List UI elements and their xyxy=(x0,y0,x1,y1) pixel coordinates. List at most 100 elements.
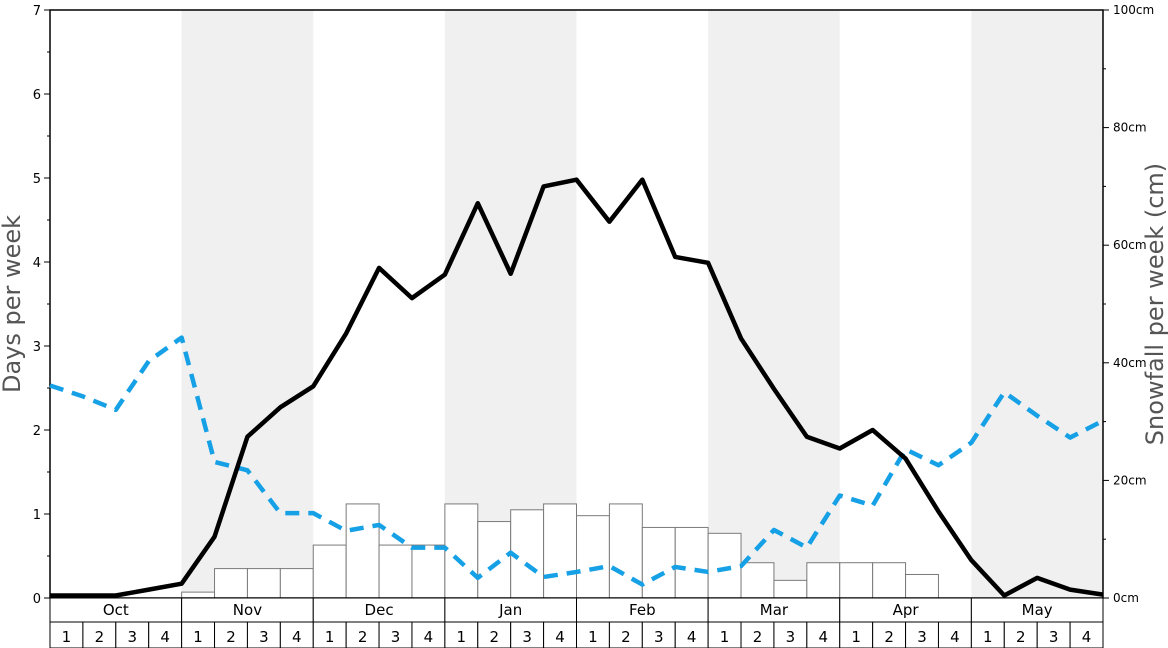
month-label-mar: Mar xyxy=(760,601,789,619)
left-tick-label: 1 xyxy=(33,508,41,523)
week-label: 3 xyxy=(522,628,532,646)
week-label: 2 xyxy=(489,628,499,646)
week-label: 1 xyxy=(193,628,203,646)
week-label: 3 xyxy=(1049,628,1059,646)
snowfall-bar xyxy=(378,544,413,599)
week-cell xyxy=(608,621,643,648)
snowfall-bar xyxy=(576,515,610,599)
month-shading xyxy=(181,10,1103,598)
month-label-oct: Oct xyxy=(103,601,129,619)
week-cell xyxy=(411,621,446,648)
week-label: 3 xyxy=(654,628,664,646)
week-cell xyxy=(1069,621,1104,648)
week-cell xyxy=(937,621,972,648)
snowfall-bar xyxy=(674,526,709,599)
week-label: 4 xyxy=(1082,628,1092,646)
right-tick-label: 100cm xyxy=(1113,3,1154,17)
month-shade-nov xyxy=(181,10,314,598)
week-label: 2 xyxy=(753,628,763,646)
week-label: 1 xyxy=(325,628,335,646)
week-label: 1 xyxy=(851,628,861,646)
week-label: 1 xyxy=(588,628,598,646)
week-axis: 1 2 3 4 1 2 3 4 1 2 3 4 1 2 3 4 1 2 3 4 1 2 3 4 1 2 3 4 1 2 3 4 xyxy=(49,621,1104,648)
week-label: 3 xyxy=(259,628,269,646)
snowfall-bar xyxy=(312,544,347,599)
week-label: 1 xyxy=(720,628,730,646)
week-cell xyxy=(477,621,512,648)
month-cell xyxy=(444,597,577,623)
week-label: 4 xyxy=(292,628,302,646)
week-label: 4 xyxy=(950,628,960,646)
week-cell xyxy=(246,621,281,648)
snowfall-bars xyxy=(181,503,939,599)
week-cell xyxy=(872,621,907,648)
month-cell xyxy=(970,597,1104,623)
week-label: 3 xyxy=(391,628,401,646)
left-tick-label: 7 xyxy=(33,4,41,19)
snowfall-bar xyxy=(181,591,216,599)
week-cell xyxy=(576,621,610,648)
week-cell xyxy=(510,621,545,648)
right-tick-label: 80cm xyxy=(1113,121,1147,135)
week-label: 4 xyxy=(555,628,565,646)
right-axis-title: Snowfall per week (cm) xyxy=(1141,163,1168,445)
snowfall-bar xyxy=(905,573,939,599)
snowfall-bar xyxy=(806,562,841,599)
week-cell xyxy=(806,621,841,648)
week-label: 2 xyxy=(1016,628,1026,646)
snowfall-bar xyxy=(872,562,907,599)
snowfall-bar xyxy=(411,544,446,599)
month-label-may: May xyxy=(1022,601,1053,619)
month-label-jan: Jan xyxy=(498,601,522,619)
week-cell xyxy=(773,621,808,648)
week-label: 2 xyxy=(226,628,236,646)
week-label: 1 xyxy=(62,628,72,646)
week-cell xyxy=(1036,621,1071,648)
snowfall-bar xyxy=(707,532,742,599)
snowfall-bar xyxy=(477,521,512,599)
snowfall-bar xyxy=(740,562,775,599)
month-axis: Oct Nov Dec Jan Feb Mar Apr May xyxy=(49,597,1104,623)
month-label-nov: Nov xyxy=(233,601,262,619)
snowfall-bar xyxy=(214,568,248,599)
week-label: 4 xyxy=(424,628,434,646)
snowfall-bar xyxy=(345,503,380,599)
month-shade-may xyxy=(971,10,1103,598)
week-label: 4 xyxy=(687,628,697,646)
week-label: 4 xyxy=(160,628,170,646)
week-label: 2 xyxy=(358,628,368,646)
month-shade-jan xyxy=(444,10,577,598)
month-label-feb: Feb xyxy=(629,601,656,619)
solid-days-line xyxy=(50,177,1104,598)
week-label: 4 xyxy=(819,628,829,646)
month-cell xyxy=(576,597,709,623)
right-tick-label: 40cm xyxy=(1113,356,1147,370)
dashed-days-line xyxy=(49,335,1105,587)
left-axis-title: Days per week xyxy=(0,215,26,393)
week-cell xyxy=(740,621,775,648)
week-cell xyxy=(345,621,380,648)
week-cell xyxy=(707,621,742,648)
left-tick-label: 3 xyxy=(33,340,41,355)
week-cell xyxy=(839,621,874,648)
snowfall-bar xyxy=(246,568,281,599)
week-label: 2 xyxy=(95,628,105,646)
week-label: 2 xyxy=(621,628,631,646)
right-axis: 0cm 20cm 40cm 60cm 80cm 100cm xyxy=(1103,3,1154,605)
snowfall-bar xyxy=(444,503,479,599)
week-label: 3 xyxy=(786,628,796,646)
left-tick-label: 5 xyxy=(33,172,41,187)
snowfall-bar xyxy=(543,503,577,599)
right-tick-label: 60cm xyxy=(1113,238,1147,252)
week-label: 3 xyxy=(127,628,137,646)
week-cell xyxy=(444,621,479,648)
week-label: 1 xyxy=(983,628,993,646)
month-cell xyxy=(707,597,841,623)
right-tick-label: 0cm xyxy=(1113,591,1139,605)
week-label: 1 xyxy=(457,628,467,646)
snowfall-bar xyxy=(773,579,808,599)
left-tick-label: 2 xyxy=(33,424,41,439)
month-label-apr: Apr xyxy=(893,601,920,619)
week-label: 3 xyxy=(917,628,927,646)
snowfall-bar xyxy=(279,568,314,599)
